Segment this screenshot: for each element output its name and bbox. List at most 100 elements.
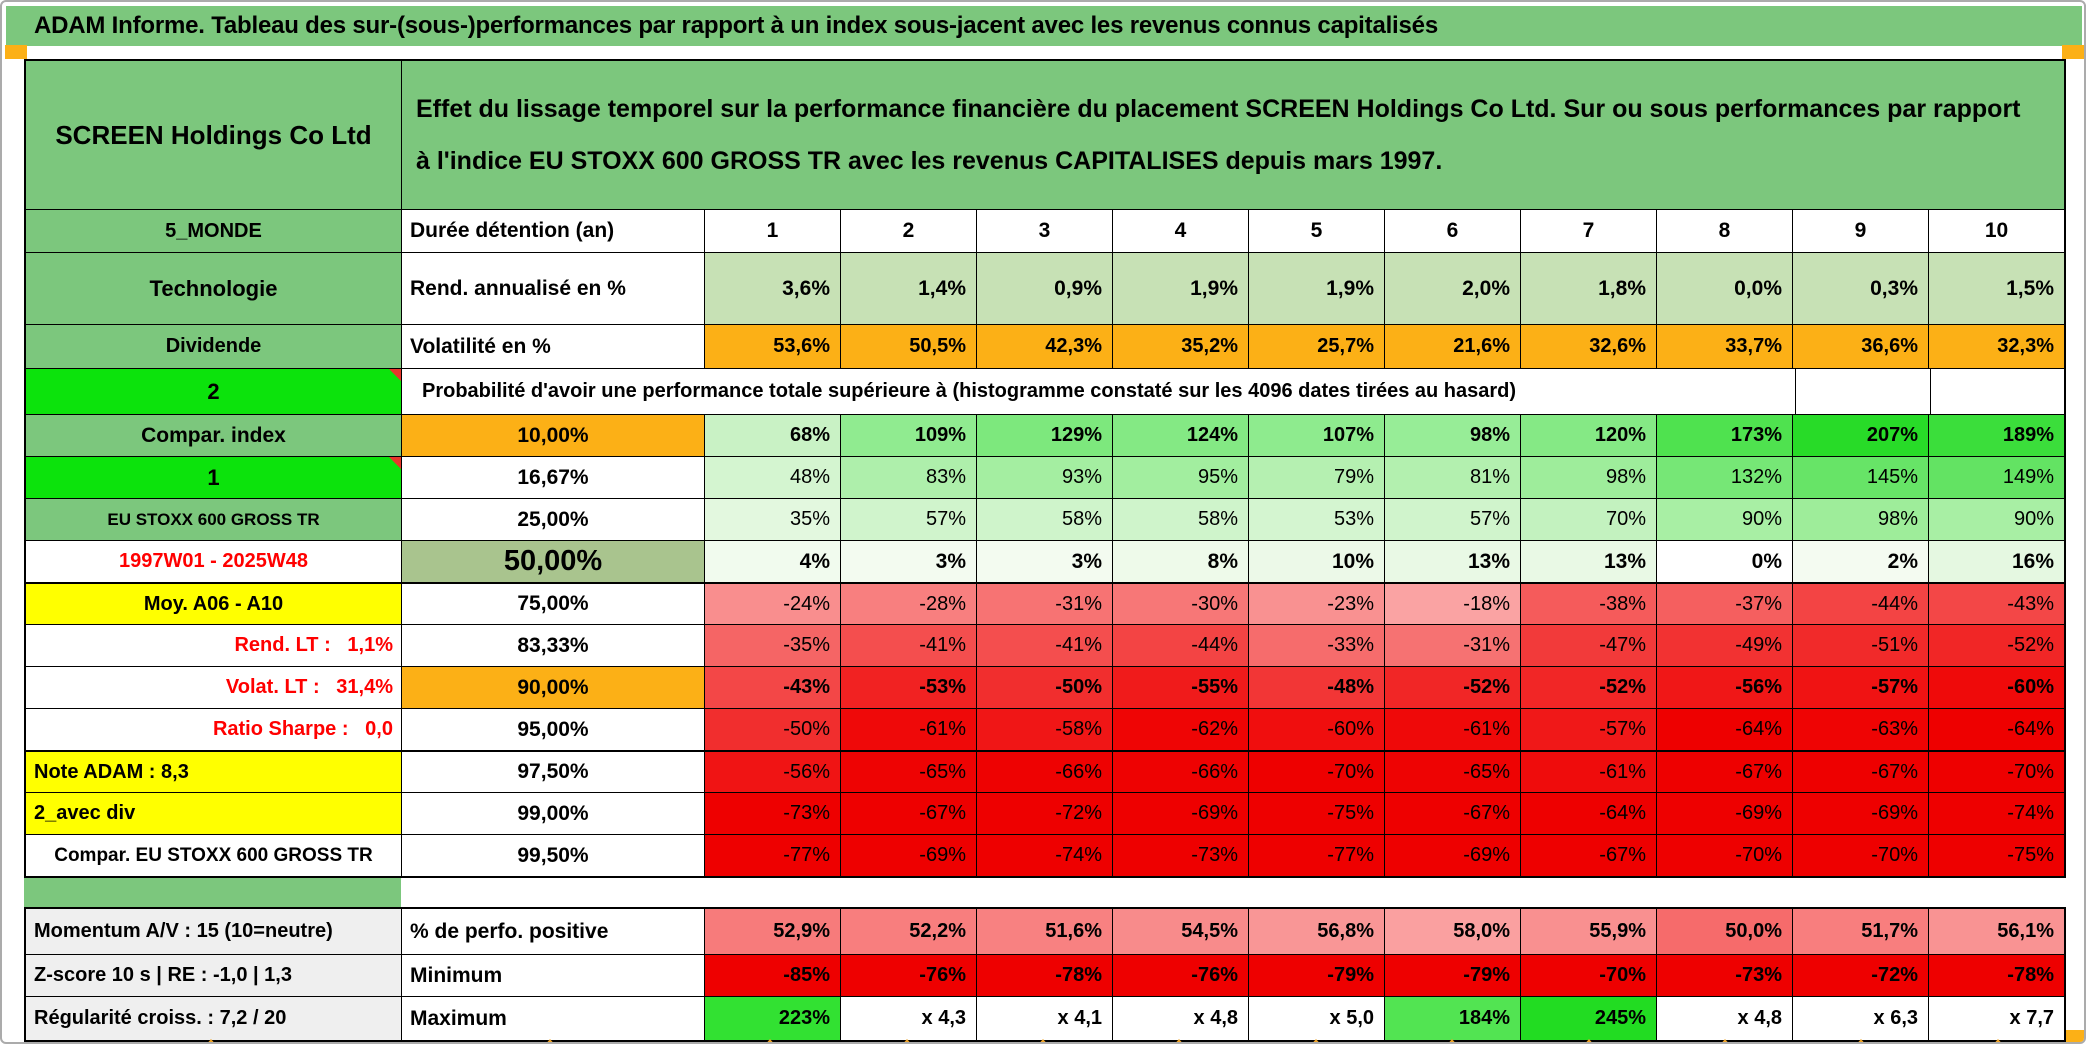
cell-p10-col3[interactable]: 129% xyxy=(976,414,1112,456)
label-p90[interactable]: Volat. LT : 31,4% xyxy=(26,666,401,708)
head-p995[interactable]: 99,50% xyxy=(401,834,704,876)
cell-volatility-col7[interactable]: 32,6% xyxy=(1520,324,1656,368)
cell-p50-col10[interactable]: 16% xyxy=(1928,540,2064,582)
cell-minimum-col10[interactable]: -78% xyxy=(1928,954,2064,996)
label-p99[interactable]: 2_avec div xyxy=(26,792,401,834)
cell-p995-col2[interactable]: -69% xyxy=(840,834,976,876)
cell-duration-col8[interactable]: 8 xyxy=(1656,209,1792,252)
cell-p75-col8[interactable]: -37% xyxy=(1656,582,1792,624)
cell-p25-col5[interactable]: 53% xyxy=(1248,498,1384,540)
cell-perfo-positive-col1[interactable]: 52,9% xyxy=(704,909,840,954)
cell-p97-col3[interactable]: -66% xyxy=(976,750,1112,792)
head-p16[interactable]: 16,67% xyxy=(401,456,704,498)
cell-probability-empty2[interactable] xyxy=(1929,368,2064,414)
cell-p16-col5[interactable]: 79% xyxy=(1248,456,1384,498)
cell-p83-col6[interactable]: -31% xyxy=(1384,624,1520,666)
cell-p995-col8[interactable]: -70% xyxy=(1656,834,1792,876)
cell-p10-col7[interactable]: 120% xyxy=(1520,414,1656,456)
cell-p75-col2[interactable]: -28% xyxy=(840,582,976,624)
cell-annual-return-col8[interactable]: 0,0% xyxy=(1656,252,1792,324)
cell-minimum-col7[interactable]: -70% xyxy=(1520,954,1656,996)
label-table-header[interactable]: SCREEN Holdings Co Ltd xyxy=(26,61,401,209)
cell-p50-col3[interactable]: 3% xyxy=(976,540,1112,582)
cell-volatility-col10[interactable]: 32,3% xyxy=(1928,324,2064,368)
cell-annual-return-col7[interactable]: 1,8% xyxy=(1520,252,1656,324)
cell-p83-col10[interactable]: -52% xyxy=(1928,624,2064,666)
cell-p16-col7[interactable]: 98% xyxy=(1520,456,1656,498)
label-annual-return[interactable]: Technologie xyxy=(26,252,401,324)
cell-annual-return-col1[interactable]: 3,6% xyxy=(704,252,840,324)
cell-p75-col6[interactable]: -18% xyxy=(1384,582,1520,624)
cell-p995-col6[interactable]: -69% xyxy=(1384,834,1520,876)
label-minimum[interactable]: Z-score 10 s | RE : -1,0 | 1,3 xyxy=(26,954,401,996)
cell-perfo-positive-col5[interactable]: 56,8% xyxy=(1248,909,1384,954)
cell-duration-col3[interactable]: 3 xyxy=(976,209,1112,252)
cell-p97-col4[interactable]: -66% xyxy=(1112,750,1248,792)
cell-p95-col7[interactable]: -57% xyxy=(1520,708,1656,750)
cell-p10-col6[interactable]: 98% xyxy=(1384,414,1520,456)
label-perfo-positive[interactable]: Momentum A/V : 15 (10=neutre) xyxy=(26,909,401,954)
label-p95[interactable]: Ratio Sharpe : 0,0 xyxy=(26,708,401,750)
cell-p97-col6[interactable]: -65% xyxy=(1384,750,1520,792)
label-p10[interactable]: Compar. index xyxy=(26,414,401,456)
cell-p99-col1[interactable]: -73% xyxy=(704,792,840,834)
cell-p16-col8[interactable]: 132% xyxy=(1656,456,1792,498)
cell-p10-col4[interactable]: 124% xyxy=(1112,414,1248,456)
head-volatility[interactable]: Volatilité en % xyxy=(401,324,704,368)
cell-minimum-col1[interactable]: -85% xyxy=(704,954,840,996)
cell-volatility-col9[interactable]: 36,6% xyxy=(1792,324,1928,368)
cell-duration-col6[interactable]: 6 xyxy=(1384,209,1520,252)
cell-perfo-positive-col2[interactable]: 52,2% xyxy=(840,909,976,954)
cell-maximum-col10[interactable]: x 7,7 xyxy=(1928,996,2064,1040)
label-volatility[interactable]: Dividende xyxy=(26,324,401,368)
cell-maximum-col7[interactable]: 245% xyxy=(1520,996,1656,1040)
cell-p95-col2[interactable]: -61% xyxy=(840,708,976,750)
label-p16[interactable]: 1 xyxy=(26,456,401,498)
cell-minimum-col8[interactable]: -73% xyxy=(1656,954,1792,996)
cell-p50-col7[interactable]: 13% xyxy=(1520,540,1656,582)
cell-p99-col9[interactable]: -69% xyxy=(1792,792,1928,834)
sheet-title-cell[interactable]: ADAM Informe. Tableau des sur-(sous-)per… xyxy=(6,6,2082,46)
cell-p16-col10[interactable]: 149% xyxy=(1928,456,2064,498)
head-p90[interactable]: 90,00% xyxy=(401,666,704,708)
cell-p25-col6[interactable]: 57% xyxy=(1384,498,1520,540)
cell-p25-col4[interactable]: 58% xyxy=(1112,498,1248,540)
cell-p10-col2[interactable]: 109% xyxy=(840,414,976,456)
cell-p83-col8[interactable]: -49% xyxy=(1656,624,1792,666)
cell-p83-col2[interactable]: -41% xyxy=(840,624,976,666)
cell-perfo-positive-col3[interactable]: 51,6% xyxy=(976,909,1112,954)
cell-p50-col2[interactable]: 3% xyxy=(840,540,976,582)
head-maximum[interactable]: Maximum xyxy=(401,996,704,1040)
cell-maximum-col8[interactable]: x 4,8 xyxy=(1656,996,1792,1040)
head-p50[interactable]: 50,00% xyxy=(401,540,704,582)
cell-duration-col10[interactable]: 10 xyxy=(1928,209,2064,252)
cell-p25-col7[interactable]: 70% xyxy=(1520,498,1656,540)
cell-p95-col8[interactable]: -64% xyxy=(1656,708,1792,750)
cell-perfo-positive-col9[interactable]: 51,7% xyxy=(1792,909,1928,954)
cell-volatility-col1[interactable]: 53,6% xyxy=(704,324,840,368)
cell-p99-col4[interactable]: -69% xyxy=(1112,792,1248,834)
cell-p97-col9[interactable]: -67% xyxy=(1792,750,1928,792)
head-p95[interactable]: 95,00% xyxy=(401,708,704,750)
cell-perfo-positive-col8[interactable]: 50,0% xyxy=(1656,909,1792,954)
cell-maximum-col5[interactable]: x 5,0 xyxy=(1248,996,1384,1040)
cell-p95-col3[interactable]: -58% xyxy=(976,708,1112,750)
cell-volatility-col5[interactable]: 25,7% xyxy=(1248,324,1384,368)
cell-p995-col1[interactable]: -77% xyxy=(704,834,840,876)
cell-p995-col4[interactable]: -73% xyxy=(1112,834,1248,876)
cell-maximum-col3[interactable]: x 4,1 xyxy=(976,996,1112,1040)
cell-p90-col7[interactable]: -52% xyxy=(1520,666,1656,708)
cell-annual-return-col2[interactable]: 1,4% xyxy=(840,252,976,324)
cell-annual-return-col3[interactable]: 0,9% xyxy=(976,252,1112,324)
cell-p16-col9[interactable]: 145% xyxy=(1792,456,1928,498)
cell-duration-col2[interactable]: 2 xyxy=(840,209,976,252)
cell-maximum-col9[interactable]: x 6,3 xyxy=(1792,996,1928,1040)
cell-p83-col9[interactable]: -51% xyxy=(1792,624,1928,666)
cell-minimum-col9[interactable]: -72% xyxy=(1792,954,1928,996)
label-p83[interactable]: Rend. LT : 1,1% xyxy=(26,624,401,666)
label-p50[interactable]: 1997W01 - 2025W48 xyxy=(26,540,401,582)
head-p83[interactable]: 83,33% xyxy=(401,624,704,666)
cell-p83-col3[interactable]: -41% xyxy=(976,624,1112,666)
cell-p75-col9[interactable]: -44% xyxy=(1792,582,1928,624)
cell-p75-col5[interactable]: -23% xyxy=(1248,582,1384,624)
